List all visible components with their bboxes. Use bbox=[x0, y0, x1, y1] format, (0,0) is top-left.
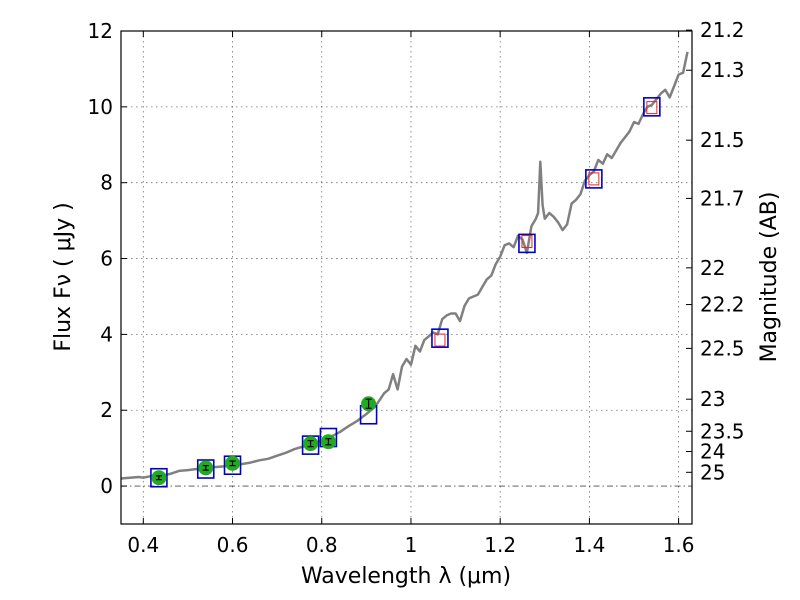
model-square-marker bbox=[431, 328, 449, 348]
y2-tick-label: 23.5 bbox=[700, 419, 745, 443]
model-square-marker bbox=[196, 459, 215, 479]
x-tick-label: 1 bbox=[405, 533, 418, 557]
model-square-marker bbox=[518, 233, 536, 254]
spectrum-line bbox=[121, 51, 689, 480]
x-tick-label: 1.4 bbox=[573, 533, 605, 557]
x-tick-label: 1.2 bbox=[484, 533, 516, 557]
red-box-marker bbox=[646, 101, 658, 115]
y-tick-label: 12 bbox=[88, 19, 113, 43]
y2-tick-label: 22 bbox=[700, 256, 725, 280]
x-axis-label: Wavelength λ (μm) bbox=[301, 564, 511, 589]
model-square-marker bbox=[150, 467, 168, 488]
red-box-marker bbox=[434, 333, 446, 347]
y-tick-label: 2 bbox=[100, 398, 113, 422]
y2-tick-label: 21.2 bbox=[700, 18, 745, 42]
y-tick-label: 4 bbox=[100, 322, 113, 346]
y2-axis-label: Magnitude (AB) bbox=[757, 192, 782, 363]
y2-tick-label: 25 bbox=[700, 460, 725, 484]
y2-tick-label: 21.3 bbox=[700, 58, 745, 82]
y-tick-label: 8 bbox=[100, 171, 113, 195]
series-group bbox=[121, 51, 689, 488]
x-tick-label: 0.6 bbox=[217, 533, 249, 557]
y2-tick-label: 21.7 bbox=[700, 186, 745, 210]
x-tick-label: 0.4 bbox=[127, 533, 159, 557]
red-box-marker bbox=[588, 172, 600, 186]
red-box-marker bbox=[521, 234, 533, 248]
y-tick-label: 6 bbox=[100, 247, 113, 271]
y2-tick-label: 24 bbox=[700, 439, 725, 463]
y2-tick-label: 22.5 bbox=[700, 336, 745, 360]
x-tick-label: 0.8 bbox=[306, 533, 338, 557]
plot-frame bbox=[120, 30, 693, 525]
y-axis-label: Flux Fν ( μJy ) bbox=[51, 202, 76, 351]
y-tick-label: 0 bbox=[100, 474, 113, 498]
y2-tick-label: 21.5 bbox=[700, 128, 745, 152]
model-square-marker bbox=[643, 97, 661, 117]
x-tick-label: 1.6 bbox=[663, 533, 695, 557]
series-layer bbox=[121, 51, 689, 488]
y2-tick-label: 22.2 bbox=[700, 293, 745, 317]
y-tick-label: 10 bbox=[88, 95, 113, 119]
model-square-marker bbox=[585, 169, 603, 189]
y2-tick-label: 23 bbox=[700, 387, 725, 411]
